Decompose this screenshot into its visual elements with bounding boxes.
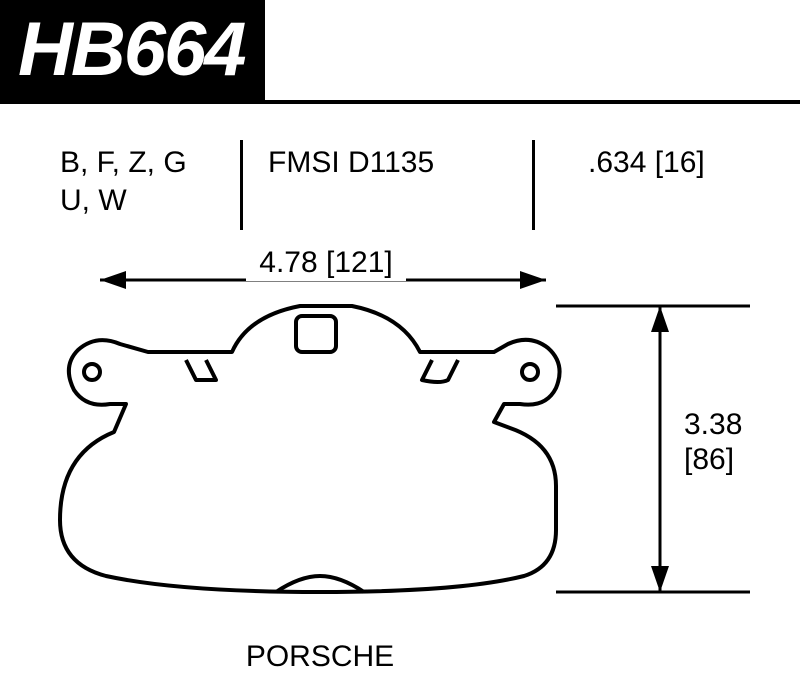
info-row: B, F, Z, G U, W FMSI D1135 .634 [16]: [0, 140, 800, 230]
header-bar: HB664: [0, 0, 265, 100]
thickness: .634 [16]: [588, 144, 705, 182]
header-underline: [0, 100, 800, 104]
compounds-line1: B, F, Z, G: [60, 146, 187, 179]
compounds-line2: U, W: [60, 184, 127, 217]
diagram: 4.78 [121] 3.38 [86]: [0, 244, 800, 644]
separator-1: [240, 140, 243, 230]
vehicle-label: PORSCHE: [0, 640, 640, 674]
brake-pad-outline: [0, 244, 800, 644]
separator-2: [532, 140, 535, 230]
part-number: HB664: [18, 12, 245, 88]
fmsi-code: FMSI D1135: [268, 144, 434, 182]
compounds: B, F, Z, G U, W: [60, 144, 187, 219]
